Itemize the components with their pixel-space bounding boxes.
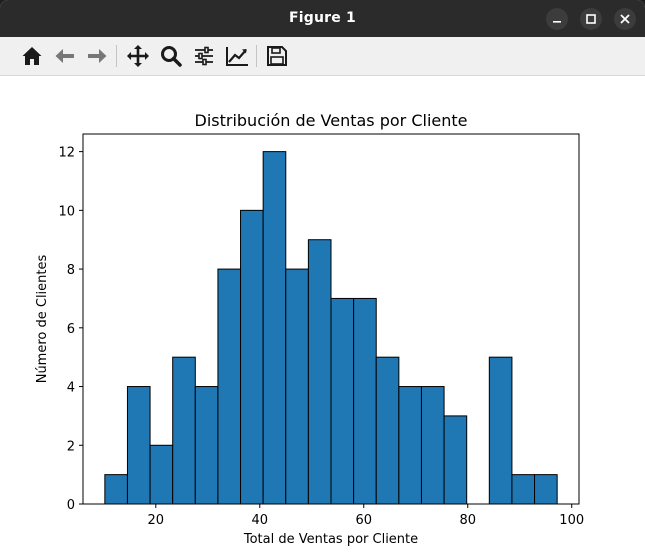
histogram-bar [149, 444, 174, 505]
toolbar-separator [256, 45, 257, 67]
y-tick-label: 8 [67, 263, 75, 278]
histogram-bar [443, 415, 468, 505]
histogram-bar [307, 239, 332, 505]
x-tick-label: 100 [559, 513, 584, 528]
back-button[interactable] [50, 42, 80, 70]
histogram-bar [285, 268, 309, 505]
histogram-bar [104, 474, 128, 505]
edit-axes-icon [226, 47, 248, 66]
pan-button[interactable] [123, 42, 153, 70]
subplots-config-button[interactable] [189, 42, 219, 70]
histogram-chart: Distribución de Ventas por Cliente 20 40 6… [35, 111, 584, 547]
subplots-config-icon [195, 46, 213, 66]
y-tick-label: 2 [67, 439, 75, 454]
save-button[interactable] [262, 42, 292, 70]
histogram-bar [488, 356, 513, 505]
x-axis-label: Total de Ventas por Cliente [243, 532, 418, 547]
bars-group [104, 151, 558, 505]
histogram-bar [172, 356, 196, 505]
histogram-bar [398, 386, 422, 505]
histogram-bar [420, 386, 445, 505]
maximize-button[interactable] [580, 8, 602, 30]
histogram-bar [194, 386, 219, 505]
zoom-icon [161, 46, 182, 67]
y-tick-label: 12 [58, 146, 75, 161]
y-tick-label: 0 [67, 498, 75, 513]
histogram-bar [330, 297, 355, 505]
y-axis-label: Número de Clientes [35, 254, 50, 383]
histogram-bar [375, 356, 400, 505]
toolbar-separator [116, 45, 117, 67]
forward-button[interactable] [82, 42, 112, 70]
home-button[interactable] [17, 42, 47, 70]
edit-axes-button[interactable] [222, 42, 252, 70]
axes-frame [82, 133, 580, 505]
title-bar: Figure 1 [0, 0, 645, 37]
y-tick-label: 4 [67, 381, 75, 396]
back-arrow-icon [55, 49, 74, 63]
chart-title: Distribución de Ventas por Cliente [195, 111, 468, 130]
save-icon [267, 46, 287, 66]
histogram-bar [240, 209, 264, 505]
close-button[interactable] [614, 8, 636, 30]
histogram-bar [262, 151, 287, 505]
minimize-button[interactable] [546, 8, 568, 30]
navigation-toolbar [0, 37, 645, 76]
y-ticks: 0 2 4 6 8 10 12 [58, 146, 83, 513]
window-title: Figure 1 [289, 10, 356, 26]
x-tick-label: 80 [459, 513, 476, 528]
pan-icon [127, 45, 149, 67]
figure-canvas[interactable]: Distribución de Ventas por Cliente 20 40 6… [0, 76, 645, 556]
close-icon [620, 14, 630, 24]
x-tick-label: 20 [148, 513, 165, 528]
histogram-bar [534, 474, 558, 505]
x-ticks: 20 40 60 80 100 [148, 504, 584, 528]
histogram-bar [353, 297, 377, 505]
histogram-bar [126, 386, 151, 505]
y-tick-label: 10 [58, 204, 75, 219]
minimize-icon [553, 21, 561, 23]
home-icon [22, 47, 42, 65]
x-tick-label: 60 [355, 513, 372, 528]
forward-arrow-icon [88, 49, 107, 63]
histogram-bar [511, 474, 536, 505]
histogram-bar [217, 268, 242, 505]
y-tick-label: 6 [67, 322, 75, 337]
x-tick-label: 40 [251, 513, 268, 528]
maximize-icon [586, 14, 596, 24]
zoom-button[interactable] [156, 42, 186, 70]
